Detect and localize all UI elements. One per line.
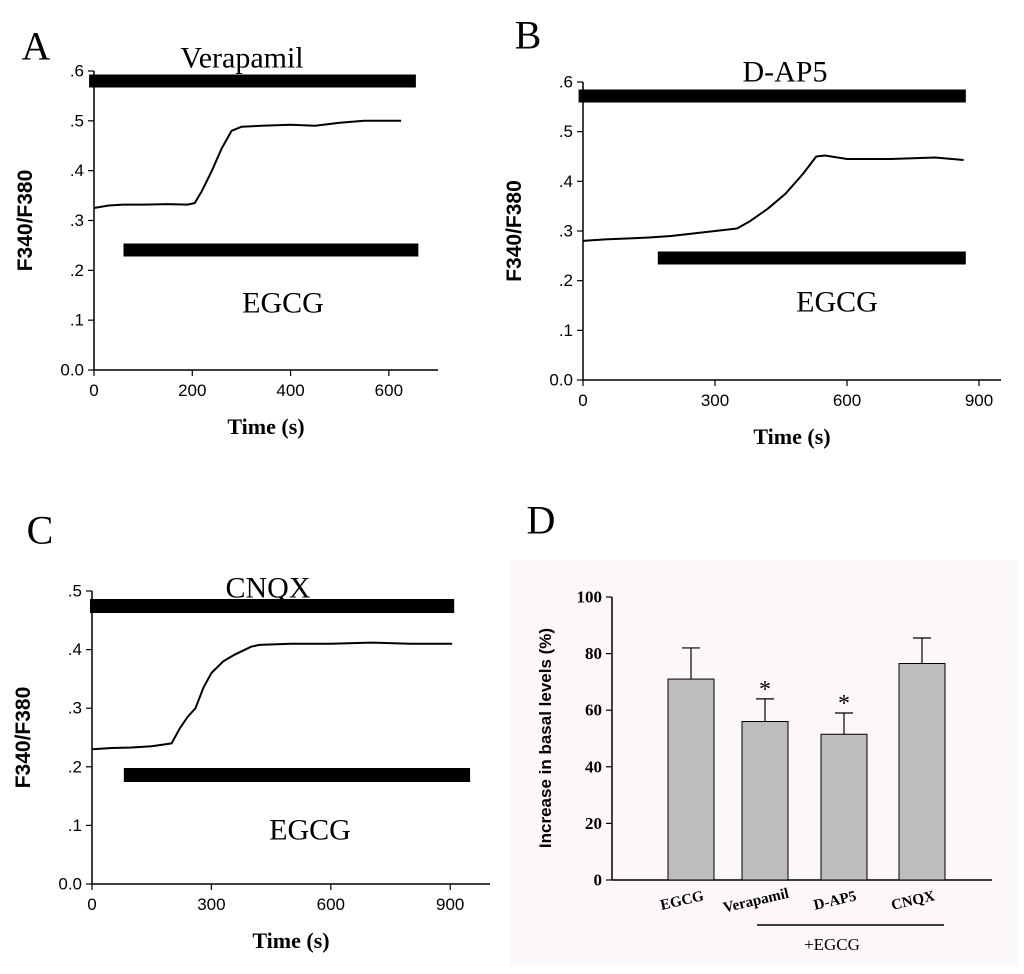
bar-d-ap5 xyxy=(820,733,868,881)
y-tick-label: 0.0 xyxy=(549,371,573,390)
y-tick-label: .1 xyxy=(559,321,573,340)
x-tick-label: 0 xyxy=(578,391,587,410)
y-tick-label: .3 xyxy=(559,222,573,241)
y-tick-label: .4 xyxy=(68,640,82,659)
y-axis-label: F340/F380 xyxy=(14,170,37,272)
x-tick-label: 900 xyxy=(965,391,993,410)
drug-label: CNQX xyxy=(225,572,310,605)
drug-application-bar xyxy=(90,599,455,613)
x-tick-label: 300 xyxy=(701,391,729,410)
y-tick-label: 60 xyxy=(585,701,602,720)
y-tick-label: 20 xyxy=(585,814,602,833)
y-tick-label: .6 xyxy=(559,73,573,92)
x-tick-label: 600 xyxy=(833,391,861,410)
x-tick-label: 600 xyxy=(375,381,403,400)
y-tick-label: .5 xyxy=(559,122,573,141)
x-axis-label: Time (s) xyxy=(753,424,830,449)
significance-asterisk: * xyxy=(759,677,771,703)
y-tick-label: .2 xyxy=(70,261,84,280)
bar-cnqx xyxy=(898,663,946,881)
x-tick-label: 0 xyxy=(87,895,96,914)
x-axis-label: Time (s) xyxy=(252,928,329,953)
panel-letter: C xyxy=(27,508,54,553)
y-tick-label: 0 xyxy=(594,871,603,890)
drug-application-bar xyxy=(89,74,416,88)
x-tick-label: 200 xyxy=(178,381,206,400)
drug-label: Verapamil xyxy=(180,42,303,75)
group-label: +EGCG xyxy=(804,935,860,954)
bar-egcg xyxy=(667,678,715,881)
y-axis-label: F340/F380 xyxy=(12,687,35,789)
y-tick-label: .3 xyxy=(68,699,82,718)
x-tick-label: 0 xyxy=(89,381,98,400)
x-tick-label: 300 xyxy=(197,895,225,914)
calcium-trace-line xyxy=(93,119,402,209)
panel-letter: D xyxy=(527,498,556,543)
y-tick-label: .4 xyxy=(70,161,84,180)
y-tick-label: 100 xyxy=(577,588,603,607)
egcg-application-bar xyxy=(123,243,419,257)
y-axis-label: F340/F380 xyxy=(503,180,526,282)
egcg-application-bar xyxy=(123,768,471,782)
egcg-application-bar xyxy=(657,251,966,265)
significance-asterisk: * xyxy=(838,691,850,717)
x-tick-label: 900 xyxy=(436,895,464,914)
egcg-label: EGCG xyxy=(242,287,324,320)
drug-application-bar xyxy=(578,89,966,103)
y-tick-label: .5 xyxy=(70,111,84,130)
y-tick-label: 0.0 xyxy=(60,361,84,380)
y-tick-label: .1 xyxy=(70,311,84,330)
calcium-trace-line xyxy=(582,154,964,242)
y-tick-label: 80 xyxy=(585,644,602,663)
y-tick-label: .2 xyxy=(559,271,573,290)
y-tick-label: 40 xyxy=(585,757,602,776)
drug-label: D-AP5 xyxy=(742,56,827,89)
y-tick-label: .5 xyxy=(68,582,82,601)
y-tick-label: .2 xyxy=(68,757,82,776)
calcium-trace-line xyxy=(91,641,453,751)
y-axis-label: Increase in basal levels (%) xyxy=(536,628,555,848)
egcg-label: EGCG xyxy=(796,286,878,319)
y-tick-label: 0.0 xyxy=(58,875,82,894)
y-tick-label: .4 xyxy=(559,172,573,191)
bar-verapamil xyxy=(741,721,789,881)
panel-letter: A xyxy=(22,24,51,69)
y-tick-label: .6 xyxy=(70,62,84,81)
panel-letter: B xyxy=(515,13,542,58)
y-tick-label: .3 xyxy=(70,211,84,230)
y-tick-label: .1 xyxy=(68,816,82,835)
x-tick-label: 600 xyxy=(317,895,345,914)
x-tick-label: 400 xyxy=(276,381,304,400)
egcg-label: EGCG xyxy=(269,814,351,847)
x-axis-label: Time (s) xyxy=(227,414,304,439)
